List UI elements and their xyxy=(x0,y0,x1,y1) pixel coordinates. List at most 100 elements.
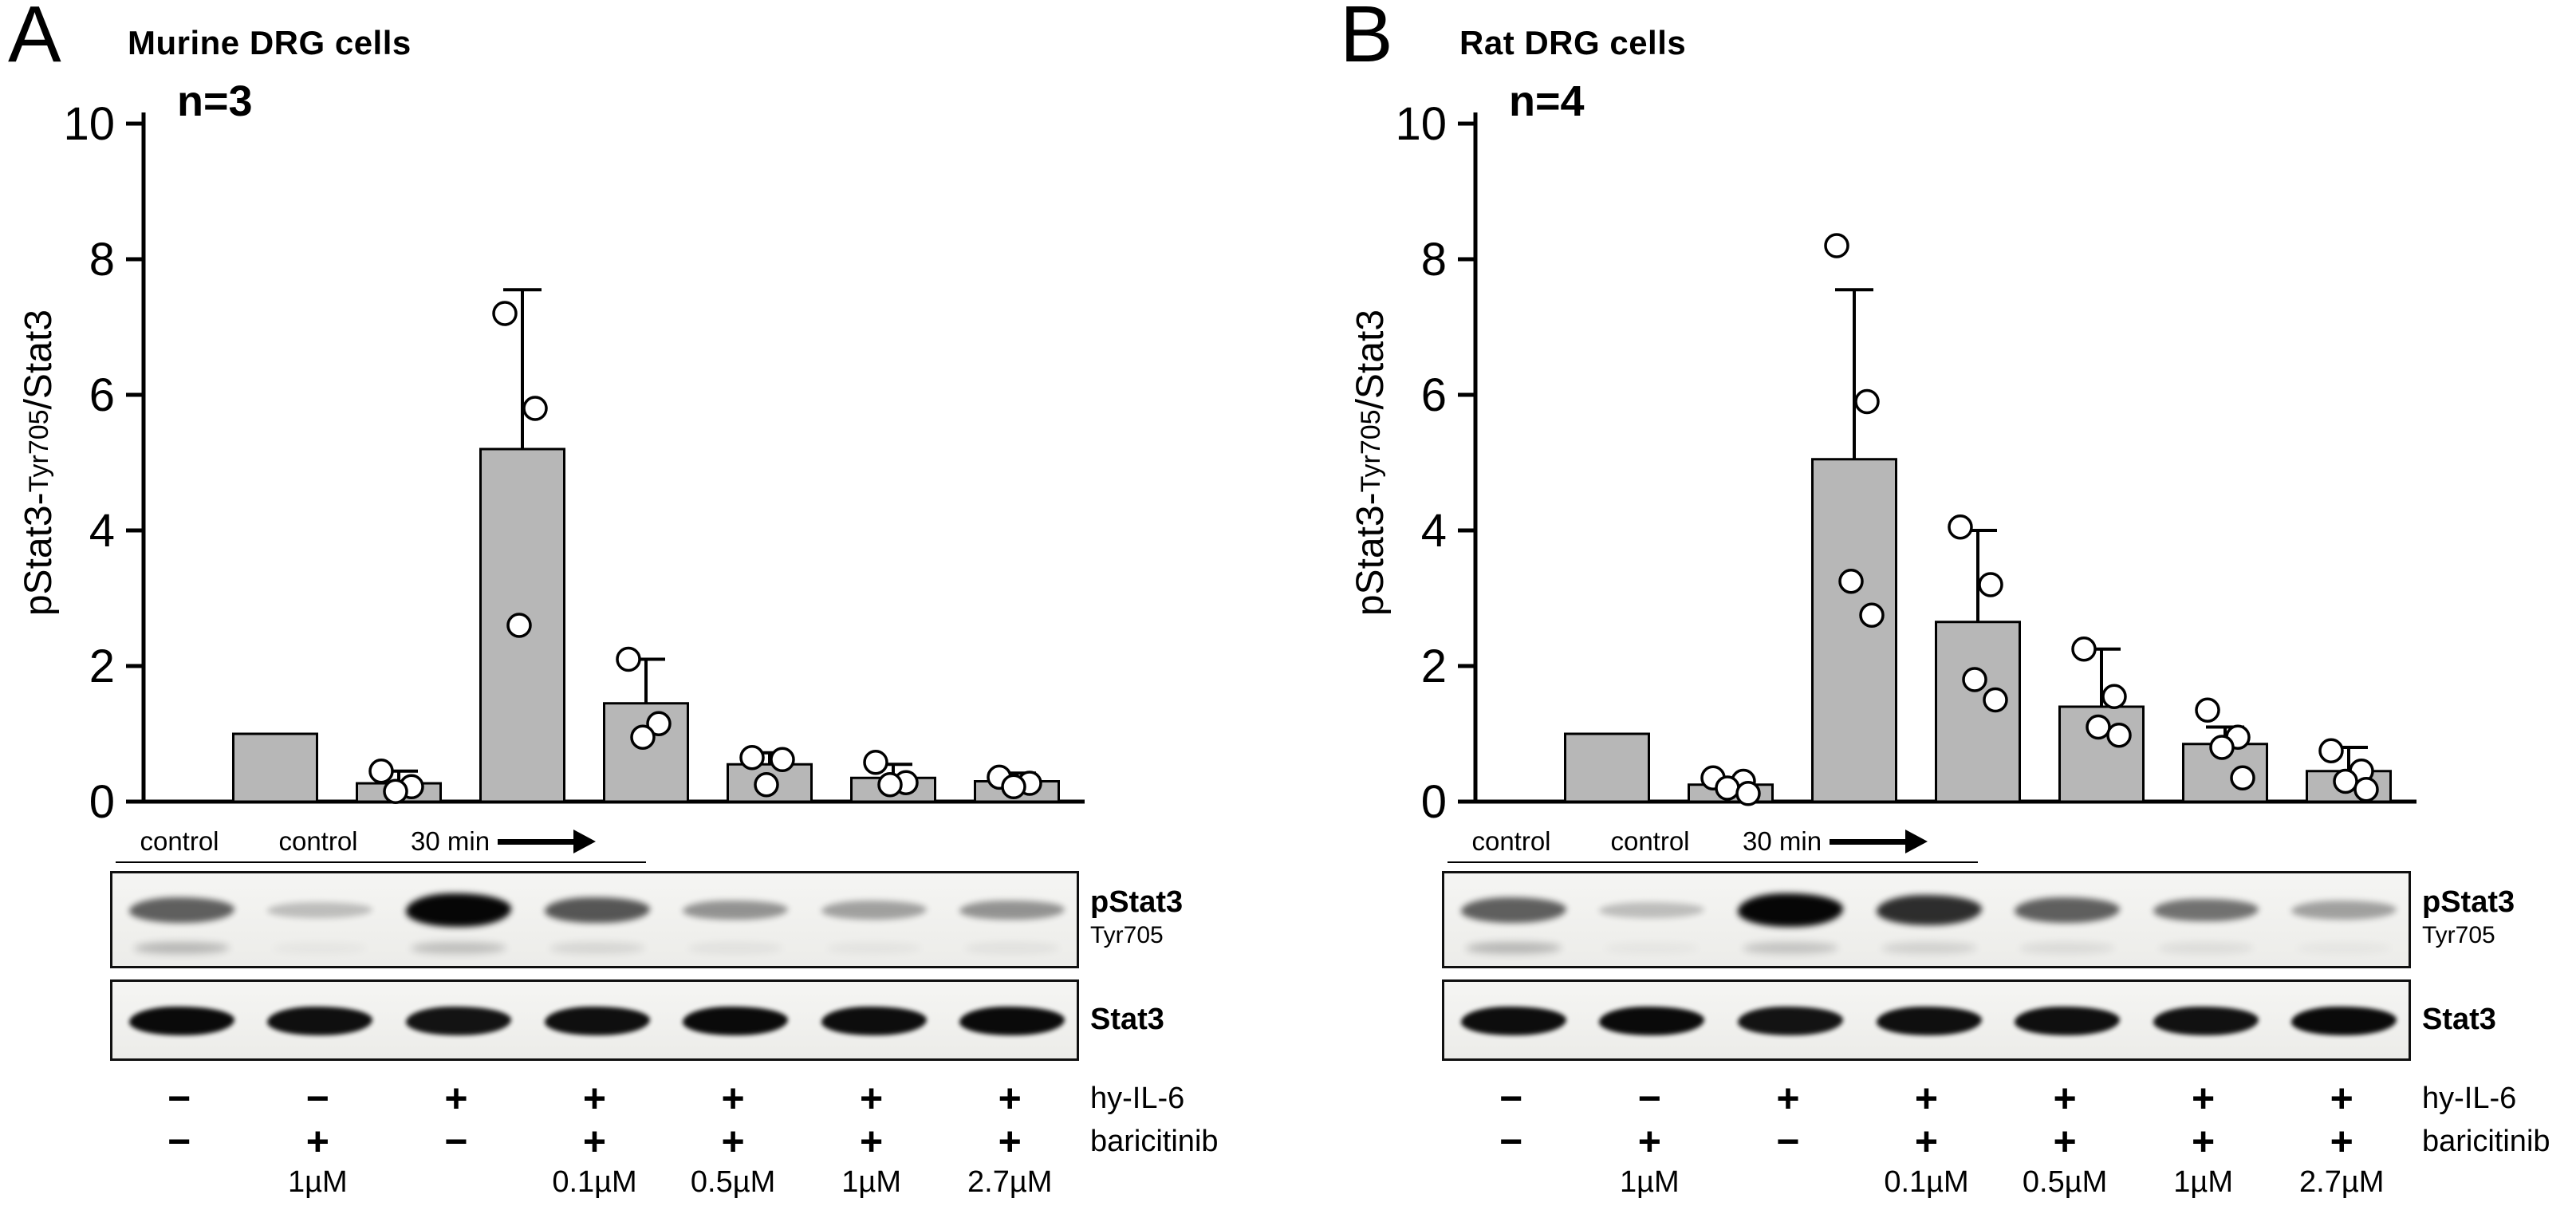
data-point xyxy=(646,711,672,736)
blot-band-lower xyxy=(133,942,230,954)
blot-band-lower xyxy=(1881,942,1977,954)
data-point xyxy=(1824,233,1849,258)
blot-band xyxy=(2015,897,2121,923)
lane-labels: control control 30 min xyxy=(1340,826,2424,863)
blot-band xyxy=(544,897,650,924)
dose-label: 0.1µM xyxy=(552,1165,637,1199)
y-tick-label: 8 xyxy=(1421,234,1447,286)
blot-label-pstat3: pStat3 Tyr705 xyxy=(2422,885,2515,949)
bar xyxy=(1564,732,1650,803)
dose-row: 1µM 0.1µM 0.5µM 1µM 2.7µM xyxy=(1340,1163,2424,1201)
lane-label-control-1: control xyxy=(140,826,219,856)
dose-label: 2.7µM xyxy=(2299,1165,2385,1199)
hyil6-sign-row: − − + + + + + xyxy=(8,1077,1093,1120)
treatment-sign: + xyxy=(1914,1119,1939,1164)
blot-band xyxy=(1737,1007,1843,1035)
blot-label-stat3: Stat3 xyxy=(2422,1003,2496,1038)
data-point xyxy=(2333,768,2358,794)
western-blot-stat3 xyxy=(1442,979,2411,1061)
blot-band xyxy=(405,893,511,927)
treatment-sign: + xyxy=(1914,1076,1939,1121)
y-tick-label: 10 xyxy=(63,98,115,150)
panel-letter: A xyxy=(8,0,62,79)
data-point xyxy=(1838,569,1864,594)
y-tick-label: 6 xyxy=(89,369,115,421)
row-label-hyil6: hy-IL-6 xyxy=(1090,1081,1185,1115)
data-point xyxy=(630,724,656,750)
blot-band-lower xyxy=(549,942,645,954)
bar xyxy=(603,702,689,803)
treatment-sign: − xyxy=(1776,1119,1800,1164)
treatment-sign: + xyxy=(2053,1076,2077,1121)
y-tick-label: 10 xyxy=(1395,98,1447,150)
y-tick-label: 6 xyxy=(1421,369,1447,421)
blot-band xyxy=(2291,1007,2397,1035)
blot-band xyxy=(1599,902,1705,918)
treatment-sign: + xyxy=(2053,1119,2077,1164)
blot-band xyxy=(2153,898,2259,922)
data-point xyxy=(770,747,795,773)
western-blot-pstat3 xyxy=(1442,871,2411,968)
lane-labels: control control 30 min xyxy=(8,826,1093,863)
treatment-sign: + xyxy=(2192,1076,2216,1121)
blot-band xyxy=(1876,1007,1982,1035)
blot-band xyxy=(1876,895,1982,925)
panel-b: B Rat DRG cells n=4 pStat3-Tyr705/Stat3 … xyxy=(1340,0,2576,1210)
bar xyxy=(232,732,318,803)
time-arrow-icon xyxy=(1830,830,1928,853)
blot-band-lower xyxy=(1465,942,1562,954)
blot-band-lower xyxy=(1604,942,1700,954)
blot-label-pstat3-sub: Tyr705 xyxy=(2422,921,2495,948)
data-point xyxy=(739,745,765,771)
y-tick-label: 0 xyxy=(1421,776,1447,826)
treatment-sign: − xyxy=(1499,1076,1523,1121)
treatment-sign: − xyxy=(167,1119,191,1164)
arrow-shaft xyxy=(498,838,574,845)
blot-band-lower xyxy=(825,942,922,954)
lane-label-control-2: control xyxy=(278,826,358,856)
treatment-sign: + xyxy=(1776,1076,1800,1121)
blot-label-stat3: Stat3 xyxy=(1090,1003,1164,1038)
time-label-group: 30 min xyxy=(411,826,597,857)
data-point xyxy=(877,772,903,798)
data-point xyxy=(2353,776,2379,802)
y-tick-label: 2 xyxy=(1421,640,1447,692)
blot-band xyxy=(1737,893,1843,927)
panel-title: Rat DRG cells xyxy=(1459,24,1687,61)
baricitinib-sign-row: − + − + + + + xyxy=(8,1120,1093,1163)
treatment-sign: − xyxy=(1499,1119,1523,1164)
lane-labels-rule xyxy=(116,861,646,863)
data-point xyxy=(506,613,532,638)
dose-row: 1µM 0.1µM 0.5µM 1µM 2.7µM xyxy=(8,1163,1093,1201)
blot-band xyxy=(267,902,373,918)
n-annotation: n=3 xyxy=(177,77,253,125)
row-label-baricitinib: baricitinib xyxy=(1090,1124,1219,1158)
treatment-sign: + xyxy=(582,1076,607,1121)
blot-band xyxy=(821,901,927,920)
treatment-sign: + xyxy=(582,1119,607,1164)
treatment-sign: + xyxy=(721,1119,745,1164)
arrow-head xyxy=(573,830,597,853)
panel-letter: B xyxy=(1340,0,1394,79)
row-label-baricitinib: baricitinib xyxy=(2422,1124,2550,1158)
blot-band xyxy=(1460,1007,1566,1035)
baricitinib-sign-row: − + − + + + + xyxy=(1340,1120,2424,1163)
blot-band xyxy=(959,1007,1065,1035)
data-point xyxy=(2101,684,2127,709)
blot-band xyxy=(128,1007,234,1035)
blot-label-stat3-main: Stat3 xyxy=(1090,1003,1164,1036)
data-point xyxy=(2209,735,2235,760)
data-point xyxy=(1859,602,1885,628)
blot-label-pstat3-sub: Tyr705 xyxy=(1090,921,1164,948)
data-point xyxy=(492,301,518,326)
treatment-sign: + xyxy=(305,1119,329,1164)
blot-band xyxy=(544,1007,650,1035)
data-point xyxy=(383,778,408,804)
data-point xyxy=(1735,781,1761,806)
blot-band xyxy=(1460,897,1566,923)
treatment-sign: + xyxy=(721,1076,745,1121)
treatment-sign: − xyxy=(1637,1076,1661,1121)
treatment-sign: + xyxy=(1637,1119,1661,1164)
treatment-sign: + xyxy=(998,1119,1022,1164)
treatment-sign: − xyxy=(444,1119,468,1164)
